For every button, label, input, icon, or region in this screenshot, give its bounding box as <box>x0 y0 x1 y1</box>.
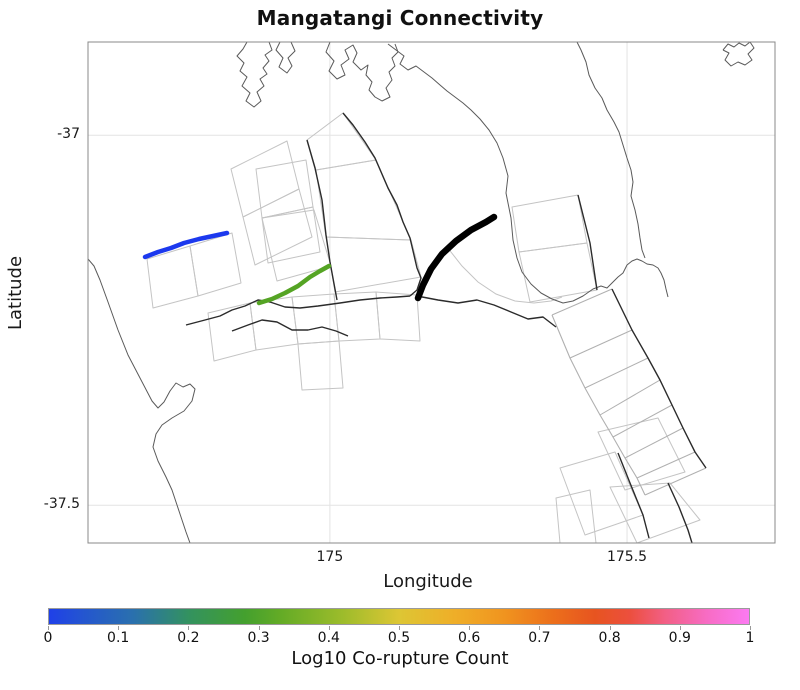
fault-patch <box>291 293 340 345</box>
fault-trace <box>231 319 349 337</box>
fault-trace <box>667 482 693 543</box>
colorbar-tick-label: 0 <box>43 630 53 646</box>
colorbar-tick-label: 0.1 <box>107 630 130 646</box>
colorbar-tick-label: 0.5 <box>387 630 411 646</box>
colorbar-tick-label: 1 <box>745 630 755 646</box>
coastline <box>236 42 273 108</box>
colorbar-tick <box>469 626 471 630</box>
fault-patch <box>297 340 344 391</box>
page-title: Mangatangi Connectivity <box>256 6 544 30</box>
colorbar-tick-label: 0.7 <box>528 630 551 646</box>
fault-patch <box>609 482 701 543</box>
colorbar-tick <box>48 626 49 630</box>
colorbar-tick <box>118 626 120 630</box>
fault-trace-light <box>446 246 563 304</box>
fault-chain-rung <box>584 357 649 389</box>
coastline <box>576 42 646 259</box>
colorbar-label: Log10 Co-rupture Count <box>291 648 509 669</box>
fault-patch <box>207 302 257 362</box>
plot-frame <box>87 41 776 544</box>
colorbar-gradient <box>48 608 750 625</box>
colorbar-tick-label: 0.4 <box>317 630 340 646</box>
fault-chain-rung <box>644 467 707 496</box>
colorbar-tick-label: 0.6 <box>458 630 481 646</box>
fault-patch <box>325 236 422 293</box>
fault-chain-rung <box>551 288 613 316</box>
colorbar-tick-label: 0.8 <box>598 630 621 646</box>
coastline <box>387 43 669 304</box>
fault-patch <box>597 417 686 491</box>
fault-patch <box>249 296 299 351</box>
y-tick-label: -37.5 <box>43 496 80 513</box>
fault-patch <box>189 232 242 297</box>
y-axis-label: Latitude <box>5 255 26 331</box>
fault-chain-rung <box>599 379 661 416</box>
fault-chain-rung <box>624 427 684 459</box>
colorbar-tick <box>188 626 190 630</box>
fault-patch <box>242 188 313 266</box>
fault-patch <box>261 206 321 264</box>
y-tick-label: -37 <box>57 126 80 143</box>
plot-area <box>88 42 775 543</box>
colorbar-tick-label: 0.2 <box>177 630 200 646</box>
colorbar-tick <box>609 626 611 630</box>
fault-patch <box>375 291 421 342</box>
colorbar-tick <box>399 626 400 630</box>
colorbar-tick <box>328 626 330 630</box>
colorbar-tick <box>679 626 681 630</box>
x-tick-label: 175 <box>316 549 344 565</box>
fault-chain-left-edge <box>551 314 646 496</box>
highlighted-fault-blue <box>142 230 230 260</box>
fault-trace <box>342 112 422 297</box>
fault-trace <box>416 295 557 328</box>
fault-patch <box>555 489 597 543</box>
fault-trace <box>306 139 338 301</box>
coastline <box>325 42 399 102</box>
fault-trace <box>577 194 598 291</box>
fault-trace <box>611 288 707 469</box>
colorbar-tick <box>750 626 751 630</box>
fault-patch <box>559 451 644 536</box>
fault-chain-rung <box>612 404 673 438</box>
fault-trace <box>617 452 650 539</box>
fault-patch <box>511 194 588 253</box>
coastline <box>275 42 296 74</box>
colorbar-tick <box>539 626 541 630</box>
coastline <box>88 258 196 543</box>
fault-chain-rung <box>569 329 633 359</box>
x-tick-label: 175.5 <box>606 549 648 565</box>
highlighted-fault-black <box>414 213 498 302</box>
highlighted-fault-green <box>256 263 332 306</box>
colorbar-tick <box>258 626 260 630</box>
x-axis-label: Longitude <box>383 571 473 592</box>
fault-trace <box>185 295 411 326</box>
fault-chain-rung <box>636 451 696 479</box>
fault-patch <box>518 242 598 303</box>
colorbar-tick-label: 0.3 <box>247 630 270 646</box>
colorbar-tick-label: 0.9 <box>668 630 691 646</box>
coastline <box>722 42 755 67</box>
